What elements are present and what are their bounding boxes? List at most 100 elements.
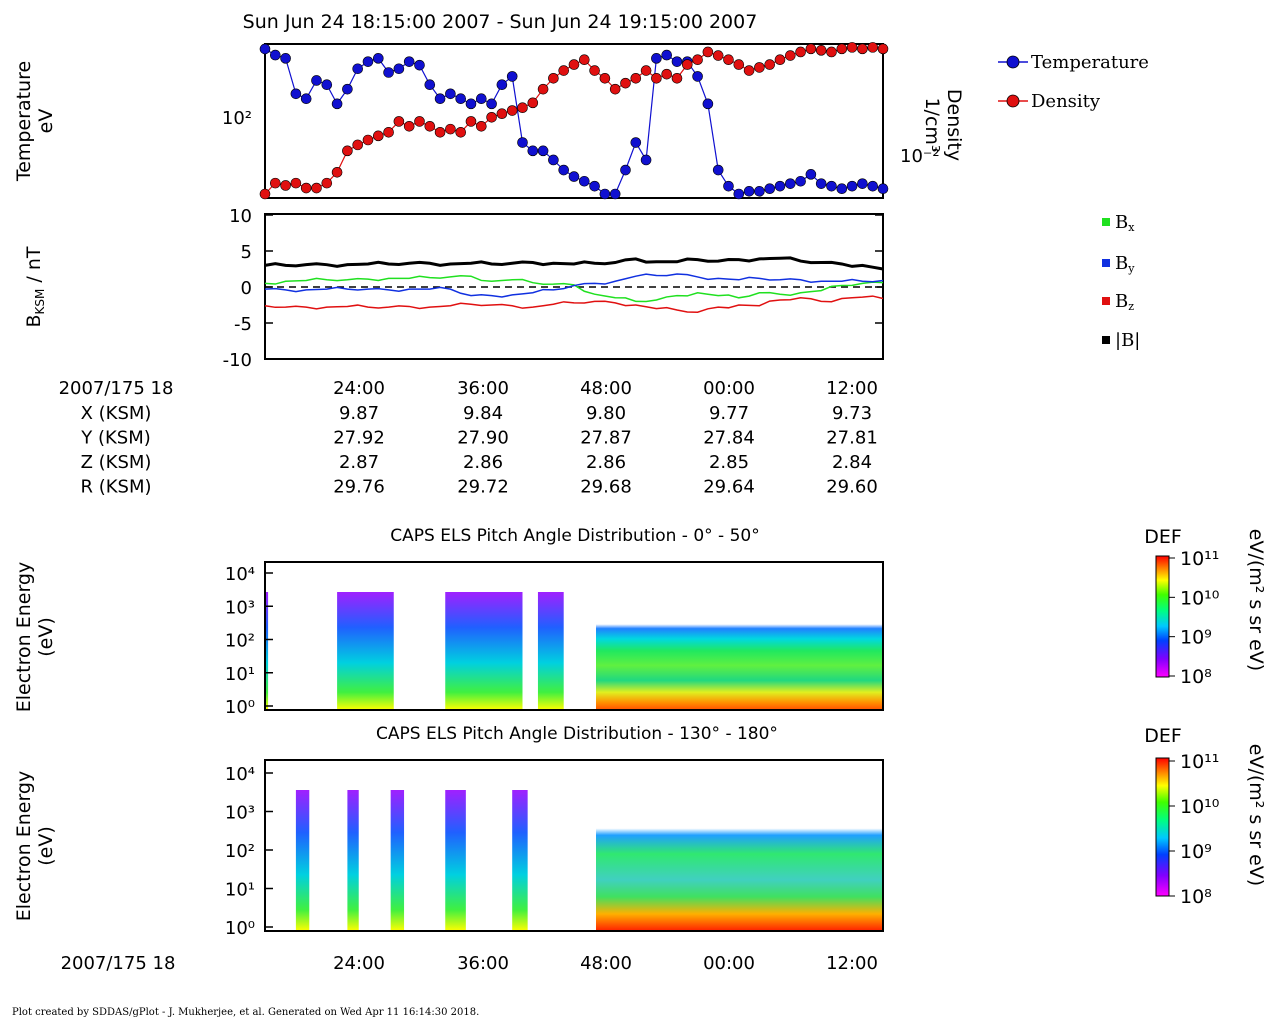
- colorbar-tick-label: 10⁹: [1180, 841, 1212, 863]
- legend-temperature: Temperature: [998, 52, 1149, 73]
- density-point: [352, 139, 364, 151]
- energy-tick-label: 10¹: [225, 664, 255, 685]
- density-point: [362, 134, 374, 146]
- spectrogram-2-burst: [390, 790, 405, 931]
- spectrogram-2-bursts: [295, 790, 528, 931]
- bottom-time-tick: 24:00: [333, 953, 385, 974]
- temperature-series: [259, 43, 889, 200]
- density-point: [465, 116, 477, 127]
- ephemeris-time-tick: 24:00: [333, 378, 385, 399]
- colorbar-1-unit: eV/(m² s sr eV): [1245, 529, 1267, 671]
- field-tick-label: 0: [241, 278, 252, 299]
- colorbar-2-title: DEF: [1144, 725, 1182, 747]
- legend-swatch: [1102, 218, 1110, 226]
- energy-tick-label: 10²: [225, 841, 255, 862]
- temperature-point: [578, 175, 590, 187]
- temperature-point: [774, 180, 786, 192]
- temperature-point: [269, 49, 281, 61]
- temperature-point: [846, 180, 858, 192]
- density-point: [681, 59, 693, 70]
- footer-credit: Plot created by SDDAS/gPlot - J. Mukherj…: [12, 1007, 479, 1018]
- field-legend: Bx By Bz |B|: [1102, 212, 1140, 351]
- temperature-axis-unit: eV: [35, 109, 57, 134]
- colorbar-tick-label: 10⁸: [1180, 666, 1212, 688]
- ephemeris-row-label: X (KSM): [81, 403, 152, 424]
- temperature-point: [764, 183, 776, 194]
- panel1-frame: [264, 43, 884, 199]
- field-bz-line: [264, 295, 884, 313]
- spectrogram-2-title: CAPS ELS Pitch Angle Distribution - 130°…: [376, 724, 778, 744]
- spectrogram-130-180: CAPS ELS Pitch Angle Distribution - 130°…: [13, 724, 1267, 939]
- ephemeris-row-label: R (KSM): [80, 477, 151, 498]
- density-point: [733, 59, 745, 70]
- bottom-time-tick: 00:00: [703, 953, 755, 974]
- colorbar-2-unit: eV/(m² s sr eV): [1245, 744, 1267, 886]
- legend-temperature-label: Temperature: [1031, 52, 1149, 73]
- temperature-axis-label: Temperature: [13, 61, 35, 182]
- temperature-point: [795, 175, 806, 187]
- temperature-point: [558, 164, 570, 176]
- density-point: [723, 54, 734, 65]
- temperature-point: [754, 186, 765, 197]
- ephemeris-value: 9.84: [463, 403, 503, 424]
- spectrogram-1-burst: [445, 592, 523, 710]
- temperature-point: [826, 180, 837, 192]
- density-point: [599, 72, 611, 84]
- ephemeris-value: 9.73: [832, 403, 872, 424]
- density-point: [414, 116, 425, 127]
- density-point: [774, 54, 786, 65]
- ephemeris-row-label: Z (KSM): [81, 452, 152, 473]
- density-point: [784, 50, 796, 61]
- temperature-point: [712, 164, 724, 176]
- temperature-point: [393, 63, 405, 75]
- energy-tick-label: 10⁴: [225, 564, 255, 585]
- density-point: [311, 182, 322, 194]
- energy-tick-label: 10²: [225, 631, 255, 652]
- density-point: [269, 177, 281, 189]
- density-point: [527, 97, 539, 109]
- density-point: [506, 105, 518, 116]
- density-point: [393, 116, 405, 127]
- spectrogram-1-ylabel: Electron Energy: [13, 562, 35, 713]
- temperature-point: [455, 93, 467, 104]
- density-point: [630, 72, 642, 84]
- bottom-date-label: 2007/175 18: [61, 953, 176, 974]
- spectrogram-2-burst: [295, 790, 310, 931]
- energy-tick-label: 10³: [225, 597, 255, 618]
- field-tick-label: -10: [223, 350, 252, 371]
- temperature-point: [692, 71, 703, 82]
- spectrogram-1-title: CAPS ELS Pitch Angle Distribution - 0° -…: [390, 526, 759, 546]
- spectrogram-2-ylabel: Electron Energy: [13, 771, 35, 922]
- temperature-point: [815, 178, 827, 189]
- field-b-line: [264, 256, 884, 271]
- temperature-tick-label: 10²: [222, 108, 252, 129]
- legend-swatch: [1102, 336, 1110, 344]
- spectrogram-2-frame: [264, 759, 884, 932]
- ephemeris-time-tick: 12:00: [826, 378, 878, 399]
- density-point: [620, 77, 631, 89]
- temperature-point: [352, 63, 364, 75]
- temperature-point: [403, 56, 415, 67]
- bottom-time-tick: 36:00: [457, 953, 509, 974]
- density-point: [342, 145, 353, 157]
- density-point: [826, 46, 837, 58]
- density-point: [496, 108, 508, 120]
- density-point: [403, 120, 415, 132]
- ephemeris-value: 29.68: [580, 477, 632, 498]
- temperature-point: [290, 88, 302, 100]
- temperature-point: [465, 98, 477, 110]
- temperature-point: [321, 79, 333, 91]
- legend-field-label: By: [1115, 253, 1135, 275]
- density-tick-label: 10⁻²: [900, 146, 940, 167]
- density-point: [754, 62, 765, 73]
- density-point: [867, 42, 879, 53]
- spectrogram-2-burst: [347, 790, 359, 931]
- density-point: [280, 180, 291, 191]
- temperature-point: [362, 56, 374, 67]
- temperature-point: [537, 145, 549, 157]
- density-point: [372, 130, 384, 142]
- temperature-point: [743, 186, 755, 197]
- spectrogram-2-burst: [512, 790, 528, 931]
- spectrogram-1-y-ticks: 10⁴ 10³ 10² 10¹ 10⁰: [225, 564, 273, 718]
- density-point: [692, 54, 703, 65]
